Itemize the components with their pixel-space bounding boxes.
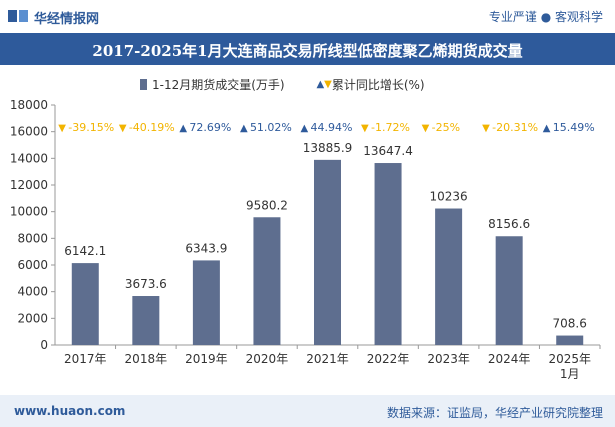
growth-up-icon: ▲ (240, 123, 248, 134)
bar-value-label: 13885.9 (303, 141, 353, 155)
x-tick-label: 2020年 (246, 352, 289, 366)
y-tick-label: 0 (40, 338, 48, 352)
y-tick-label: 2000 (17, 311, 48, 325)
brand-name: 华经情报网 (34, 12, 100, 27)
growth-down-icon: ▼ (422, 123, 430, 134)
bar-chart: 0 2000 4000 6000 8000 10000 12000 14000 16000 180… (10, 98, 601, 381)
y-tick-label: 4000 (17, 285, 48, 299)
x-tick-label: 2023年 (427, 352, 470, 366)
legend-triangle-icon: ▲▼ (316, 78, 332, 90)
bar (556, 335, 584, 345)
bar (71, 263, 99, 345)
growth-label: 15.49% (553, 121, 595, 134)
chart-title: 2017-2025年1月大连商品交易所线型低密度聚乙烯期货成交量 (92, 42, 523, 60)
bar-value-label: 6142.1 (64, 244, 106, 258)
legend: 1-12月期货成交量(万手) ▲▼累计同比增长(%) (140, 76, 425, 93)
y-tick-label: 14000 (10, 151, 48, 165)
legend-volume-label: 1-12月期货成交量(万手) (152, 78, 285, 92)
x-tick-label: 2021年 (306, 352, 349, 366)
legend-bar-swatch (140, 79, 147, 90)
x-tick-label: 2018年 (125, 352, 168, 366)
y-tick-label: 12000 (10, 178, 48, 192)
y-tick-label: 18000 (10, 98, 48, 112)
bar (314, 159, 341, 345)
x-tick-label: 2024年 (488, 352, 531, 366)
growth-down-icon: ▼ (482, 123, 490, 134)
growth-label: 51.02% (250, 121, 292, 134)
x-tick-label: 2022年 (367, 352, 410, 366)
y-tick-label: 6000 (17, 258, 48, 272)
y-tick-label: 8000 (17, 231, 48, 245)
x-tick-label: 2017年 (64, 352, 107, 366)
growth-label: -1.72% (371, 121, 410, 134)
y-tick-label: 16000 (10, 125, 48, 139)
growth-label: -20.31% (492, 121, 538, 134)
growth-up-icon: ▲ (301, 123, 309, 134)
bar-value-label: 708.6 (553, 317, 587, 331)
slogan: 专业严谨 ● 客观科学 (488, 10, 603, 24)
footer-website: www.huaon.com (14, 404, 126, 418)
title-bar (0, 33, 615, 65)
bar (253, 217, 281, 345)
growth-label: 72.69% (189, 121, 231, 134)
logo-icon (8, 10, 28, 22)
legend-growth-label: 累计同比增长(%) (331, 78, 425, 92)
x-tick-label: 2025年 (548, 352, 591, 366)
growth-label: 44.94% (311, 121, 353, 134)
growth-down-icon: ▼ (119, 123, 127, 134)
x-tick-label-line2: 1月 (560, 367, 580, 381)
growth-down-icon: ▼ (361, 123, 369, 134)
footer-bar (0, 395, 615, 427)
bar-value-label: 10236 (430, 190, 468, 204)
bar (132, 296, 160, 345)
x-tick-label: 2019年 (185, 352, 228, 366)
bar (192, 260, 220, 345)
bar-value-label: 3673.6 (125, 277, 167, 291)
bar (435, 208, 463, 345)
growth-up-icon: ▲ (179, 123, 187, 134)
top-bar: 华经情报网 专业严谨 ● 客观科学 (0, 0, 615, 33)
growth-up-icon: ▲ (543, 123, 551, 134)
growth-label: -25% (432, 121, 460, 134)
bar-value-label: 9580.2 (246, 198, 288, 212)
growth-down-icon: ▼ (58, 123, 66, 134)
y-tick-label: 10000 (10, 205, 48, 219)
bar-value-label: 6343.9 (185, 241, 227, 255)
footer-source: 数据来源：证监局，华经产业研究院整理 (386, 406, 603, 420)
bar (495, 236, 523, 345)
bar (374, 163, 402, 345)
growth-label: -40.19% (129, 121, 175, 134)
growth-label: -39.15% (68, 121, 114, 134)
bar-value-label: 8156.6 (488, 217, 530, 231)
bar-value-label: 13647.4 (363, 144, 413, 158)
